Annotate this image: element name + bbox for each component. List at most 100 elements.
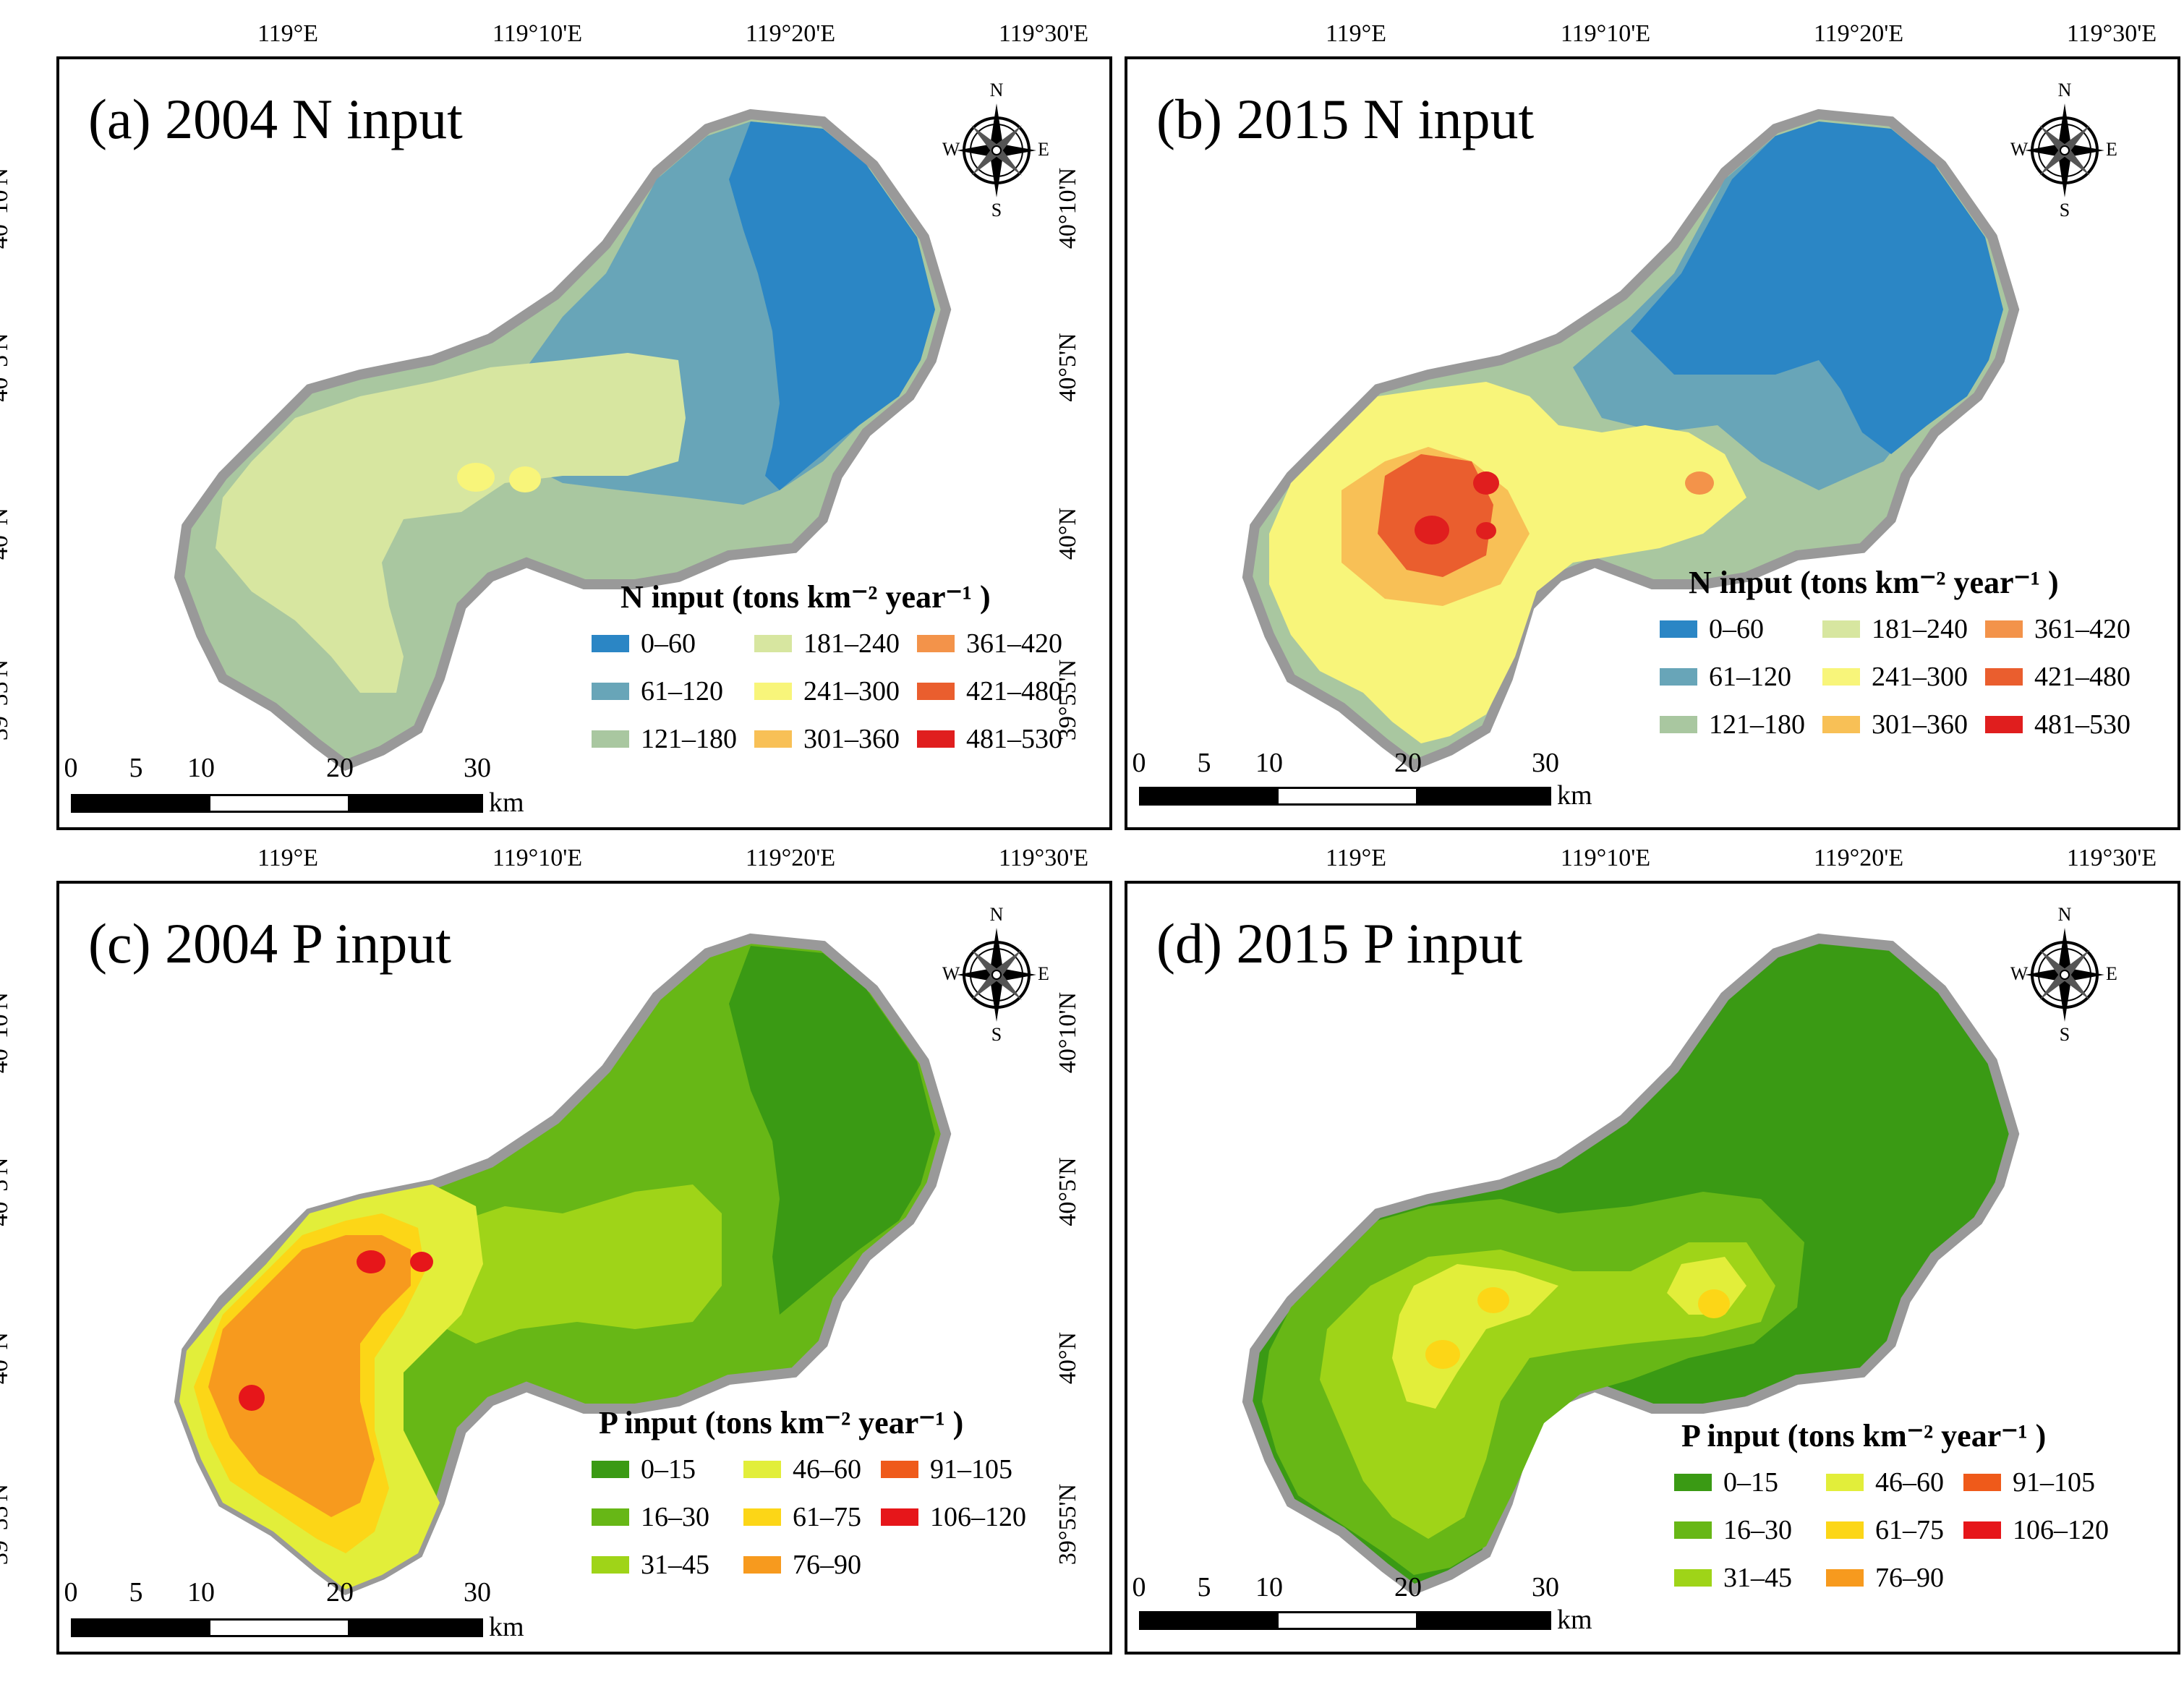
legend-item: 0–15 <box>1674 1467 1778 1498</box>
legend-swatch <box>881 1461 918 1478</box>
legend-item: 181–240 <box>754 628 900 659</box>
legend-item: 181–240 <box>1822 613 1968 645</box>
scale-bar <box>1139 787 1551 806</box>
legend-item: 16–30 <box>592 1501 709 1533</box>
compass-rose-icon: N W E S <box>942 904 1049 1043</box>
legend-title: N input (tons km⁻² year⁻¹ ) <box>1689 565 2059 600</box>
compass-rose-icon: N W E S <box>2010 904 2117 1043</box>
hotspot-2 <box>1476 522 1496 539</box>
compass-rose-icon: N W E S <box>942 80 1049 219</box>
lat-label: 40°N <box>0 507 13 560</box>
legend-swatch <box>754 730 792 748</box>
scale-tick: 10 <box>1255 1572 1283 1602</box>
legend: P input (tons km⁻² year⁻¹ ) 0–15 16–30 3… <box>577 1405 1083 1584</box>
legend-swatch <box>754 635 792 652</box>
region-5 <box>208 1235 411 1517</box>
scale-tick: 10 <box>187 1577 215 1608</box>
scale-unit: km <box>1557 1605 1592 1635</box>
map-frame <box>56 881 1112 1655</box>
hotspot-3 <box>1685 471 1714 495</box>
panel-title: (d) 2015 P input <box>1156 912 1523 975</box>
region-3 <box>216 353 686 693</box>
legend-swatch <box>743 1461 781 1478</box>
region-2 <box>1631 121 2003 454</box>
lon-label: 119°10'E <box>1560 845 1651 871</box>
legend-swatch <box>1674 1474 1712 1491</box>
compass-w: W <box>2010 139 2029 160</box>
lon-label: 119°30'E <box>2066 845 2157 871</box>
legend-item: 0–60 <box>1660 613 1764 645</box>
legend-swatch <box>1674 1521 1712 1539</box>
lon-label: 119°20'E <box>745 20 836 47</box>
scale-tick: 30 <box>464 753 491 783</box>
map-d <box>1242 933 2020 1595</box>
lon-label: 119°10'E <box>1560 20 1651 47</box>
legend-swatch <box>1963 1474 2001 1491</box>
lat-label: 39°55'N <box>0 659 13 741</box>
legend-swatch <box>1660 716 1697 733</box>
scale-tick: 0 <box>1132 1572 1146 1602</box>
legend-swatch <box>1826 1521 1864 1539</box>
map-a <box>174 108 952 771</box>
scale-tick: 20 <box>1394 1572 1422 1602</box>
hotspot-0 <box>1415 516 1449 545</box>
legend-swatch <box>917 730 955 748</box>
legend-title: P input (tons km⁻² year⁻¹ ) <box>599 1405 964 1440</box>
legend-swatch <box>917 635 955 652</box>
panel-c: 119°E 119°10'E 119°20'E 119°30'E 40°10'N… <box>0 845 1112 1655</box>
hotspot-0 <box>457 463 495 492</box>
hotspot-0 <box>239 1385 265 1411</box>
scale-bar <box>71 794 483 813</box>
lat-label: 40°N <box>0 1331 13 1385</box>
legend-swatch <box>592 635 629 652</box>
lon-label: 119°E <box>257 845 319 871</box>
region-2 <box>447 1184 722 1344</box>
legend-item: 16–30 <box>1674 1514 1792 1546</box>
scale-tick: 5 <box>1197 1572 1211 1602</box>
legend-item: 31–45 <box>1674 1562 1792 1594</box>
compass-n: N <box>2058 904 2072 925</box>
scale-unit: km <box>1557 780 1592 811</box>
legend: P input (tons km⁻² year⁻¹ ) 0–15 16–30 3… <box>1660 1418 2151 1597</box>
legend-item: 76–90 <box>1826 1562 1944 1594</box>
compass-n: N <box>2058 80 2072 101</box>
legend-swatch <box>592 1461 629 1478</box>
legend-item: 481–530 <box>917 723 1062 755</box>
lon-label: 119°E <box>1325 845 1387 871</box>
lon-label: 119°E <box>257 20 319 47</box>
legend-item: 106–120 <box>881 1501 1026 1533</box>
panel-title: (c) 2004 P input <box>88 912 451 975</box>
legend-item: 241–300 <box>754 675 900 707</box>
compass-s: S <box>991 200 1002 219</box>
legend-item: 0–15 <box>592 1453 696 1485</box>
scale-tick: 5 <box>129 1577 143 1608</box>
legend-swatch <box>1985 716 2023 733</box>
lon-label: 119°30'E <box>2066 20 2157 47</box>
scale-tick: 30 <box>1532 1572 1559 1602</box>
scale-tick: 20 <box>326 1577 354 1608</box>
legend-swatch <box>1822 716 1860 733</box>
region-1 <box>729 946 935 1315</box>
legend-item: 46–60 <box>743 1453 861 1485</box>
scale-tick: 10 <box>1255 748 1283 778</box>
map-frame <box>56 56 1112 830</box>
legend-item: 61–75 <box>1826 1514 1944 1546</box>
lat-label: 40°10'N <box>1054 167 1081 249</box>
scale-tick: 0 <box>1132 748 1146 778</box>
legend-item: 241–300 <box>1822 661 1968 693</box>
legend-item: 91–105 <box>881 1453 1012 1485</box>
scale-tick: 5 <box>1197 748 1211 778</box>
compass-e: E <box>2106 139 2117 160</box>
legend-swatch <box>917 683 955 700</box>
lat-label: 40°N <box>1054 1331 1081 1385</box>
legend-item: 61–120 <box>592 675 723 707</box>
compass-s: S <box>2060 1024 2070 1043</box>
legend-item: 61–120 <box>1660 661 1791 693</box>
legend-item: 0–60 <box>592 628 696 659</box>
lat-label: 40°5'N <box>0 1157 13 1226</box>
panel-title: (a) 2004 N input <box>88 87 463 150</box>
map-frame <box>1125 881 2180 1655</box>
legend-item: 361–420 <box>917 628 1062 659</box>
scale-tick: 10 <box>187 753 215 783</box>
scale-tick: 0 <box>64 1577 78 1608</box>
